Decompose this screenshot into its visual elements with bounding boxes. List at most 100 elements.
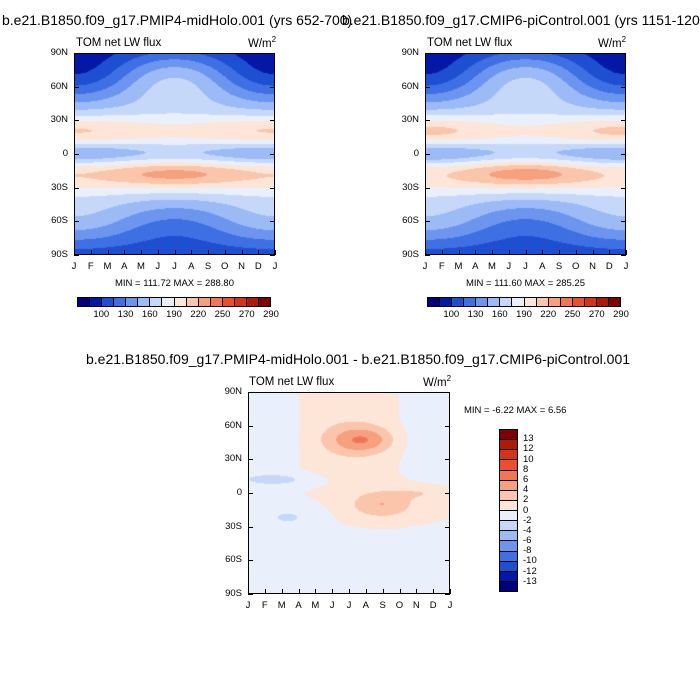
panel3-colorbar-box [500,500,517,511]
panel1-xtick-mark [158,250,159,255]
panel1-colorbar-label: 270 [238,309,255,320]
panel1-colorbar-box [90,298,103,306]
panel1-ytick-mark [270,188,275,189]
panel1-colorbar-box [114,298,127,306]
panel1-colorbar-box [186,298,199,306]
panel1-xtick-label: N [238,261,245,272]
panel3-colorbar-label: -10 [523,555,537,567]
panel3-colorbar-label: 6 [523,473,529,485]
panel2-xtick-mark [593,250,594,255]
panel3-colorbar-box [500,460,517,471]
panel1-xtick-mark [108,250,109,255]
panel1-ytick-label: 60S [51,215,68,227]
panel3-colorbar-box [500,490,517,501]
panel3-colorbar-label: 10 [523,453,534,465]
panel3-xtick-label: J [329,600,335,611]
panel2-xtick-mark [609,250,610,255]
panel2-xtick-mark [542,250,543,255]
panel1-colorbar-label: 130 [117,309,134,320]
panel3-ytick-mark [445,459,450,460]
panel3-ytick-mark [248,594,253,595]
panel2-title: b.e21.B1850.f09_g17.CMIP6-piControl.001 … [342,12,700,28]
panel3-xtick-mark [433,589,434,594]
panel1-title: b.e21.B1850.f09_g17.PMIP4-midHolo.001 (y… [2,12,353,28]
panel3-xtick-mark [450,589,451,594]
panel2-ytick-mark [425,255,430,256]
panel1-colorbar-box [102,298,115,306]
panel2-minmax: MIN = 111.60 MAX = 285.25 [466,278,585,289]
panel1-ytick-mark [74,154,79,155]
panel3-heatmap [249,393,449,593]
panel3-colorbar-label: 2 [523,494,529,506]
panel1-colorbar-box [198,298,211,306]
panel2-ytick-mark [621,154,626,155]
panel3-ytick-mark [248,493,253,494]
panel3-xtick-mark [248,589,249,594]
panel3-colorbar-box [500,581,517,591]
panel1-ytick-mark [74,53,79,54]
panel1-ytick-label: 90N [50,47,68,58]
panel3-colorbar-box [500,571,517,582]
panel2-colorbar-box [428,298,441,306]
panel2-ytick-mark [425,53,430,54]
panel3-units: W/m2 [423,374,452,389]
panel2-xtick-mark [492,250,493,255]
panel2-xtick-label: M [454,261,463,272]
panel1-ytick-mark [270,53,275,54]
panel1-colorbar-box [210,298,223,306]
panel1-xtick-label: M [137,261,145,272]
panel2-xtick-label: A [472,261,479,272]
panel1-ytick-mark [74,255,79,256]
panel2-colorbar-label: 270 [588,309,605,320]
panel2-xtick-label: S [555,261,563,272]
panel2-xtick-mark [425,250,426,255]
panel3-colorbar-label: -12 [523,565,537,577]
panel1-ytick-mark [74,221,79,222]
panel3-colorbar-box [500,440,517,451]
panel1-colorbar-box [246,298,259,306]
panel2-colorbar-box [452,298,465,306]
panel2-ytick-label: 0 [413,148,419,159]
panel2-colorbar-label: 130 [467,309,484,320]
panel1-colorbar-box [126,298,139,306]
panel2-ytick-label: 60N [401,80,419,92]
panel1-minmax: MIN = 111.72 MAX = 288.80 [115,278,234,289]
panel1-xtick-label: A [188,261,195,272]
panel1-xtick-mark [242,250,243,255]
panel1-xtick-label: O [221,261,229,272]
panel2-colorbar-box [524,298,537,306]
panel2-xtick-label: A [539,261,546,272]
panel3-colorbar-box [500,551,517,562]
panel3-colorbar-box [500,561,517,572]
panel2-ytick-mark [621,188,626,189]
panel1-ytick-mark [270,154,275,155]
panel1-colorbar-box [174,298,187,306]
panel2-colorbar-box [584,298,597,306]
panel3-colorbar-label: 4 [523,484,529,496]
panel1-variable-label: TOM net LW flux [76,37,162,49]
panel1-xtick-mark [191,250,192,255]
panel3-ytick-mark [445,493,450,494]
panel2-colorbar-box [500,298,513,306]
panel1-ytick-mark [270,221,275,222]
panel2-colorbar-box [464,298,477,306]
panel2-colorbar-label: 220 [540,309,557,320]
panel3-xtick-label: J [447,600,453,611]
panel1-colorbar-box [150,298,163,306]
panel1-xtick-label: J [71,261,77,272]
panel1-xtick-label: J [172,261,177,272]
panel1-ytick-mark [270,120,275,121]
panel1-xtick-mark [275,250,276,255]
panel3-colorbar-box [500,470,517,481]
panel1-colorbar-label: 190 [166,309,182,320]
panel2-colorbar-box [608,298,620,306]
panel1-xtick-mark [141,250,142,255]
panel3-colorbar-box [500,531,517,542]
panel2-ytick-label: 90S [402,249,419,260]
panel2-plot-area [425,53,626,255]
panel2-heatmap [426,54,625,254]
panel2-colorbar-strip [427,297,621,307]
panel3-minmax: MIN = -6.22 MAX = 6.56 [464,405,567,416]
panel2-xtick-label: J [506,261,512,272]
panel1-colorbar-label: 100 [93,309,110,320]
